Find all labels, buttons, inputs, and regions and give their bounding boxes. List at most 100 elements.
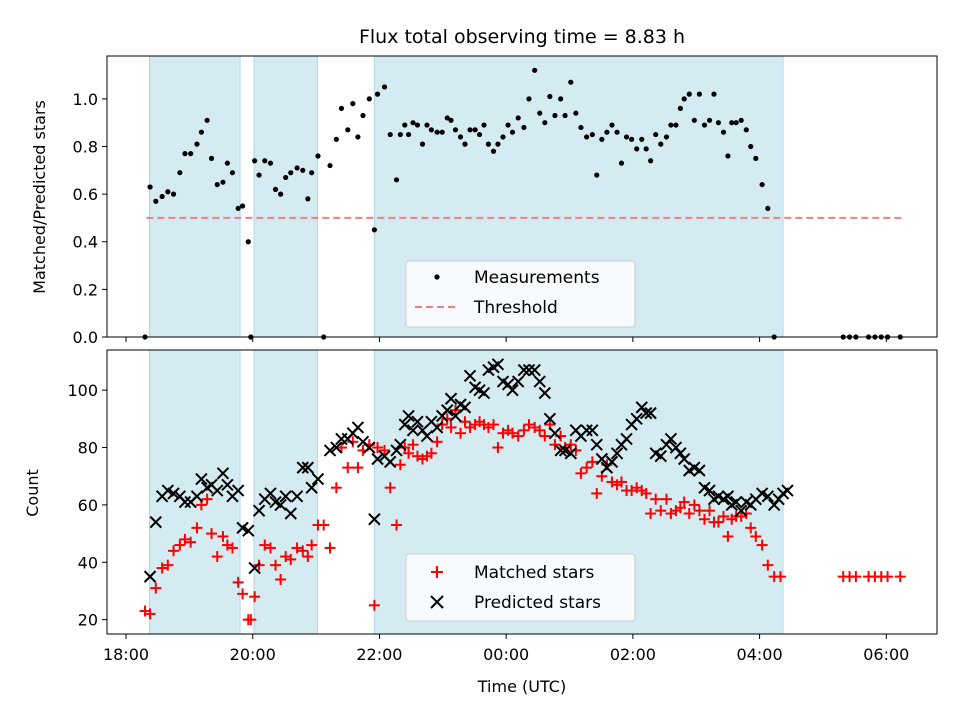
measurement-point bbox=[720, 129, 727, 135]
predicted-star-point bbox=[677, 452, 691, 466]
predicted-star-point bbox=[554, 444, 567, 457]
matched-star-point bbox=[275, 573, 287, 585]
predicted-star-point bbox=[351, 421, 365, 434]
matched-star-point bbox=[756, 539, 768, 551]
measurement-point bbox=[505, 122, 511, 128]
measurement-point bbox=[338, 105, 345, 111]
measurement-point bbox=[278, 191, 284, 197]
matched-star-point bbox=[492, 442, 504, 454]
measurement-point bbox=[267, 160, 274, 166]
top-legend-box bbox=[405, 260, 636, 328]
measurement-point bbox=[521, 124, 527, 131]
bottom-axes-ticks: 20 40 60 80 100 18:00 20:00 22:00 00:00 02:00 04:0… bbox=[67, 381, 909, 664]
matched-star-point bbox=[297, 545, 309, 557]
matched-star-point bbox=[368, 599, 380, 611]
predicted-star-point bbox=[242, 524, 255, 537]
measurement-point bbox=[434, 129, 440, 135]
measurement-point bbox=[668, 122, 674, 128]
measurement-point bbox=[532, 67, 538, 73]
measurement-point bbox=[729, 120, 735, 126]
measurement-point bbox=[748, 143, 754, 150]
measurement-point bbox=[444, 115, 450, 121]
legend-predicted-label: Predicted stars bbox=[474, 593, 601, 613]
predicted-star-point bbox=[664, 432, 678, 446]
measurement-point bbox=[743, 127, 749, 133]
top-legend: Measurements Threshold bbox=[405, 260, 636, 328]
matched-star-point bbox=[270, 559, 282, 571]
measurement-point bbox=[414, 122, 421, 128]
matched-star-point bbox=[693, 505, 705, 517]
matched-star-point bbox=[565, 439, 577, 451]
matched-star-point bbox=[372, 442, 384, 454]
predicted-star-point bbox=[274, 498, 287, 512]
measurement-point bbox=[485, 141, 492, 147]
predicted-star-point bbox=[693, 464, 706, 477]
measurement-point bbox=[256, 172, 262, 178]
matched-star-point bbox=[237, 588, 249, 600]
predicted-star-point bbox=[580, 424, 593, 437]
measurement-point bbox=[419, 141, 426, 147]
predicted-star-point bbox=[402, 409, 415, 423]
matched-star-point bbox=[191, 522, 203, 534]
measurement-point bbox=[457, 134, 464, 140]
matched-star-point bbox=[436, 419, 448, 431]
measurement-point bbox=[472, 127, 478, 133]
matched-star-point bbox=[539, 430, 551, 442]
measurement-point bbox=[578, 124, 584, 131]
measurement-point bbox=[272, 186, 279, 192]
matched-star-point bbox=[698, 513, 710, 525]
matched-star-point bbox=[640, 487, 652, 499]
predicted-star-point bbox=[590, 438, 603, 451]
predicted-star-point bbox=[595, 452, 609, 466]
y-tick-label: 0.4 bbox=[73, 233, 98, 252]
matched-star-point bbox=[645, 508, 657, 520]
matched-star-point bbox=[431, 436, 443, 448]
predicted-star-point bbox=[620, 432, 633, 446]
matched-star-point bbox=[162, 559, 174, 571]
matched-star-point bbox=[722, 530, 734, 542]
matched-star-point bbox=[245, 614, 257, 626]
predicted-star-point bbox=[491, 358, 505, 371]
predicted-star-point bbox=[543, 412, 557, 426]
predicted-star-point bbox=[477, 386, 491, 400]
predicted-star-point bbox=[305, 481, 318, 494]
measurement-point bbox=[220, 179, 226, 185]
measurement-point bbox=[350, 101, 356, 107]
matched-star-point bbox=[306, 539, 318, 551]
predicted-star-point bbox=[311, 472, 325, 486]
measurement-point bbox=[177, 170, 183, 176]
matched-star-point bbox=[201, 493, 213, 505]
measurement-point bbox=[629, 136, 635, 142]
predicted-star-point bbox=[394, 438, 407, 451]
matched-star-point bbox=[650, 493, 662, 505]
y-tick-label: 1.0 bbox=[73, 90, 98, 109]
measurement-point bbox=[239, 203, 246, 209]
measurement-point bbox=[509, 129, 516, 135]
measurement-point bbox=[701, 122, 708, 128]
measurement-point bbox=[618, 160, 625, 166]
matched-star-point bbox=[179, 533, 191, 545]
predicted-star-point bbox=[231, 484, 245, 497]
matched-star-point bbox=[683, 508, 695, 520]
predicted-star-point bbox=[216, 467, 230, 480]
matched-star-point bbox=[745, 522, 757, 534]
matched-star-point bbox=[445, 421, 457, 433]
matched-star-point bbox=[291, 542, 303, 554]
predicted-star-point bbox=[296, 461, 309, 474]
x-tick-label: 18:00 bbox=[103, 645, 149, 664]
measurement-point bbox=[439, 129, 445, 135]
measurement-point bbox=[681, 96, 687, 102]
matched-star-point bbox=[206, 528, 218, 540]
predicted-star-point bbox=[644, 406, 657, 420]
predicted-star-point bbox=[149, 515, 162, 529]
matched-star-point bbox=[459, 416, 471, 428]
measurement-point bbox=[393, 177, 400, 183]
predicted-star-point bbox=[654, 449, 667, 463]
matched-star-point bbox=[253, 559, 265, 571]
matched-star-point bbox=[750, 530, 762, 542]
measurement-point bbox=[424, 122, 430, 128]
measurement-point bbox=[725, 153, 731, 159]
measurement-point bbox=[283, 174, 289, 181]
top-axes-frame bbox=[106, 55, 938, 338]
